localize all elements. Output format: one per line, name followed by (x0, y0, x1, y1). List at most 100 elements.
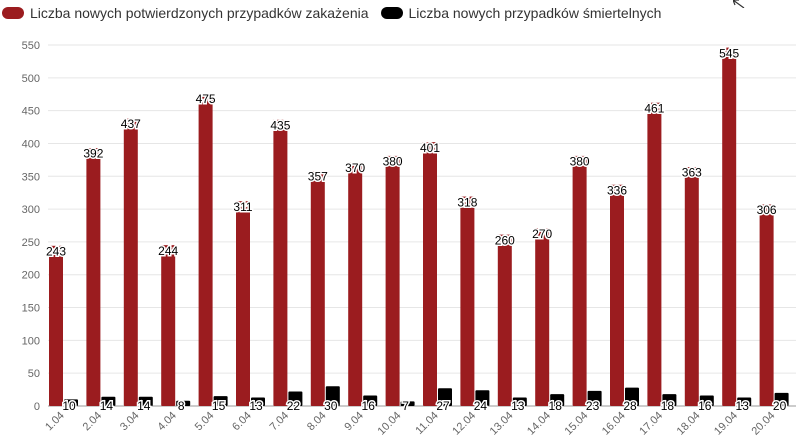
data-label-cases: 475 (196, 92, 216, 106)
data-label-deaths: 14 (137, 399, 151, 413)
legend-label-cases: Liczba nowych potwierdzonych przypadków … (30, 5, 369, 21)
data-label-cases: 401 (420, 141, 440, 155)
legend-item-cases[interactable]: Liczba nowych potwierdzonych przypadków … (2, 5, 369, 21)
bar-cases (198, 94, 213, 407)
x-tick-label: 6.04 (230, 410, 254, 434)
data-label-deaths: 18 (549, 399, 563, 413)
data-label-deaths: 27 (436, 399, 450, 413)
bar-cases-cap (571, 155, 588, 159)
data-label-cases: 545 (719, 46, 739, 60)
bar-cases (535, 228, 550, 406)
bar-deaths (213, 396, 228, 406)
x-tick-label: 7.04 (268, 410, 292, 434)
x-tick-label: 10.04 (375, 410, 403, 438)
bar-cases-cap (123, 117, 139, 122)
data-label-cases: 435 (270, 118, 290, 132)
data-label-cases: 461 (644, 101, 664, 115)
data-label-cases: 318 (457, 195, 477, 209)
bar-deaths (512, 397, 527, 406)
legend-label-deaths: Liczba nowych przypadków śmiertelnych (408, 5, 662, 21)
data-label-deaths: 20 (773, 399, 787, 413)
x-tick-label: 4.04 (155, 410, 179, 434)
data-label-deaths: 28 (623, 399, 637, 413)
bar-deaths (475, 390, 490, 406)
bar-deaths (774, 392, 789, 406)
x-tick-label: 20.04 (749, 410, 777, 438)
bar-deaths (587, 390, 602, 406)
data-label-deaths: 16 (362, 399, 376, 413)
data-label-cases: 437 (121, 117, 141, 131)
x-tick-label: 14.04 (525, 410, 553, 438)
bar-cases (610, 185, 624, 406)
y-tick-label: 150 (22, 303, 40, 315)
y-tick-label: 400 (22, 138, 40, 150)
bar-cases (236, 201, 250, 406)
bar-cases (759, 205, 774, 406)
data-label-deaths: 13 (249, 399, 263, 413)
bar-cases-cap (758, 203, 775, 208)
y-tick-label: 350 (22, 171, 40, 183)
bar-deaths (138, 396, 153, 406)
bar-cases (497, 235, 512, 406)
bar-cases-cap (721, 46, 738, 51)
bar-cases (385, 156, 400, 406)
bar-cases-cap (272, 119, 289, 123)
bar-cases-cap (496, 234, 513, 238)
chart-legend: Liczba nowych potwierdzonych przypadków … (2, 3, 661, 23)
data-label-deaths: 14 (100, 399, 114, 413)
legend-swatch-cases (2, 7, 24, 19)
data-label-cases: 243 (46, 245, 66, 259)
legend-item-deaths[interactable]: Liczba nowych przypadków śmiertelnych (380, 5, 662, 21)
data-label-cases: 392 (83, 147, 103, 161)
bar-cases (423, 142, 437, 406)
y-tick-label: 450 (22, 106, 40, 118)
data-label-deaths: 15 (212, 399, 226, 413)
bar-deaths (737, 397, 752, 406)
bar-cases (49, 246, 63, 406)
x-tick-label: 19.04 (712, 410, 740, 438)
bar-cases-cap (646, 102, 663, 106)
y-tick-label: 250 (22, 237, 40, 249)
bar-cases (86, 148, 101, 407)
bar-cases-cap (683, 166, 700, 171)
bar-deaths (325, 386, 340, 406)
x-tick-label: 12.04 (450, 410, 478, 438)
bar-cases (310, 171, 325, 406)
bar-cases-cap (160, 244, 176, 249)
bar-cases (684, 167, 699, 406)
data-label-cases: 380 (383, 155, 403, 169)
bar-deaths (288, 391, 303, 406)
x-tick-label: 11.04 (413, 410, 440, 437)
bar-deaths (64, 399, 78, 406)
bar-deaths (438, 388, 452, 406)
x-tick-label: 3.04 (118, 410, 142, 434)
x-tick-label: 17.04 (637, 410, 665, 438)
bar-cases-cap (197, 92, 214, 97)
data-label-deaths: 30 (324, 399, 338, 413)
bar-deaths (251, 397, 265, 406)
data-label-deaths: 22 (287, 399, 301, 413)
data-label-cases: 244 (158, 244, 178, 258)
data-label-cases: 380 (570, 155, 590, 169)
y-tick-label: 300 (22, 204, 40, 216)
bar-cases-cap (534, 227, 551, 232)
x-tick-label: 13.04 (488, 410, 516, 438)
data-label-cases: 270 (532, 227, 552, 241)
bar-cases (161, 245, 176, 406)
data-label-deaths: 18 (661, 399, 675, 413)
data-label-cases: 260 (495, 233, 515, 247)
bar-deaths (550, 394, 565, 406)
bar-deaths (699, 395, 714, 406)
bar-cases (572, 156, 587, 406)
x-tick-label: 15.04 (562, 410, 590, 438)
x-tick-label: 8.04 (305, 410, 329, 434)
data-label-cases: 306 (757, 203, 777, 217)
bar-cases (722, 48, 737, 406)
bar-deaths (363, 395, 378, 406)
data-label-cases: 370 (345, 161, 365, 175)
x-tick-label: 5.04 (193, 410, 217, 434)
y-tick-label: 0 (34, 401, 40, 413)
data-label-cases: 311 (233, 200, 252, 214)
bar-cases-cap (309, 170, 326, 174)
y-tick-label: 50 (28, 368, 40, 380)
